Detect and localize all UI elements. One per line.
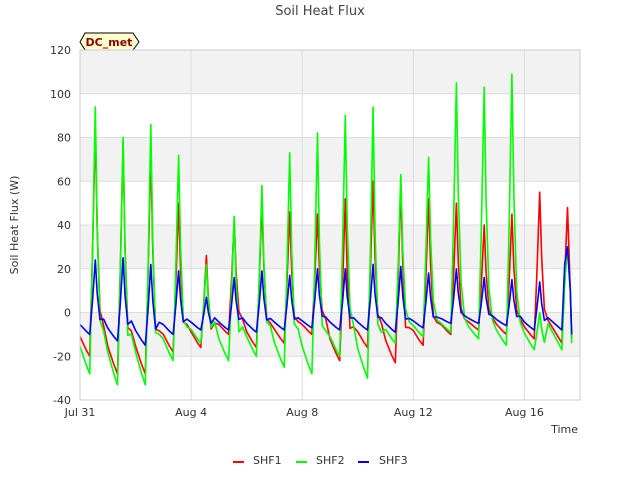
plot-frame — [79, 49, 581, 401]
legend-item-shf3: SHF3 — [358, 454, 408, 467]
x-tick-label: Jul 31 — [64, 406, 96, 419]
y-axis-ticks: -40 -20 0 20 40 60 80 100 120 — [50, 44, 71, 407]
y-tick-label: 80 — [57, 132, 71, 145]
x-tick-label: Aug 12 — [394, 406, 433, 419]
grid-band — [80, 137, 580, 182]
x-tick-label: Aug 4 — [175, 406, 207, 419]
y-tick-label: 0 — [64, 307, 71, 320]
y-tick-label: 120 — [50, 44, 71, 57]
x-tick-label: Aug 8 — [286, 406, 318, 419]
legend-item-shf1: SHF1 — [233, 454, 282, 467]
y-axis-label: Soil Heat Flux (W) — [8, 176, 21, 275]
legend-label-shf2: SHF2 — [316, 454, 345, 467]
x-tick-label: Aug 16 — [505, 406, 544, 419]
legend: SHF1 SHF2 SHF3 — [233, 454, 408, 467]
legend-label-shf1: SHF1 — [253, 454, 282, 467]
legend-item-shf2: SHF2 — [296, 454, 345, 467]
y-tick-label: -20 — [53, 350, 71, 363]
grid-band — [80, 225, 580, 269]
chart-title: Soil Heat Flux — [275, 4, 365, 19]
legend-label-shf3: SHF3 — [379, 454, 408, 467]
y-tick-label: 100 — [50, 88, 71, 101]
site-tag: DC_met — [79, 32, 140, 51]
y-tick-label: 40 — [57, 219, 71, 232]
grid-band — [80, 50, 580, 94]
y-tick-label: -40 — [53, 394, 71, 407]
y-tick-label: 20 — [57, 263, 71, 276]
series-line-shf3 — [79, 246, 573, 347]
x-axis-label: Time — [550, 423, 578, 436]
series-lines — [79, 73, 573, 386]
series-line-shf2 — [79, 73, 573, 386]
site-tag-label: DC_met — [86, 36, 133, 49]
y-tick-label: 60 — [57, 175, 71, 188]
x-axis-ticks: Jul 31 Aug 4 Aug 8 Aug 12 Aug 16 — [64, 406, 544, 419]
